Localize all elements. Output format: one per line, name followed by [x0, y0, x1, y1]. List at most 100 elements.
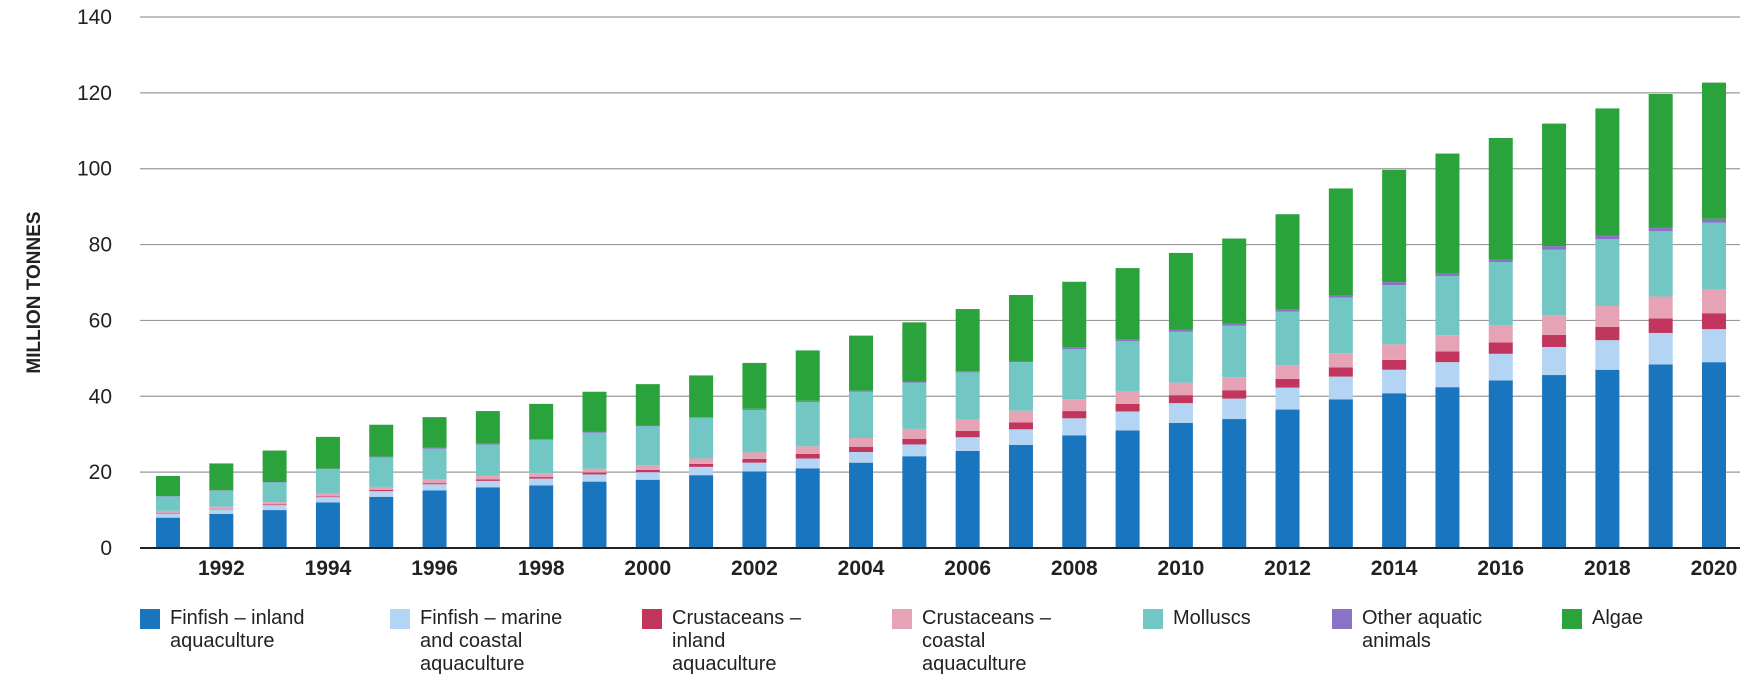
- bar-segment: [1435, 153, 1460, 274]
- bar-segment: [955, 450, 980, 548]
- legend-label: Finfish – marine and coastal aquaculture: [420, 607, 563, 675]
- bar-segment: [795, 446, 820, 454]
- bar-segment: [955, 437, 980, 451]
- bar-segment: [1328, 295, 1353, 298]
- bar-segment: [849, 335, 874, 391]
- y-tick-label: 120: [77, 82, 112, 105]
- bar-segment: [1648, 318, 1673, 333]
- bar-segment: [1488, 324, 1513, 343]
- bar-segment: [475, 443, 500, 445]
- gridlines: [140, 16, 1740, 473]
- bar-segment: [1062, 281, 1087, 348]
- bar-segment: [1595, 239, 1620, 307]
- bar-segment: [635, 469, 660, 473]
- bar-segment: [635, 384, 660, 426]
- bar-segment: [1008, 429, 1033, 445]
- bar-segment: [1222, 325, 1247, 378]
- legend-label: Algae: [1592, 607, 1644, 629]
- bar-segment: [955, 430, 980, 438]
- bar-segment: [1275, 387, 1300, 410]
- bar-segment: [1488, 262, 1513, 325]
- bar-segment: [1115, 403, 1140, 412]
- bar-segment: [1542, 375, 1567, 548]
- bar-segment: [689, 417, 714, 459]
- legend-label: Crustaceans – coastal aquaculture: [922, 607, 1051, 675]
- bar-segment: [849, 438, 874, 447]
- legend-item: Crustaceans – coastal aquaculture: [892, 607, 1122, 676]
- bar-segment: [369, 489, 394, 492]
- bar-segment: [1168, 331, 1193, 383]
- x-tick-label: 2000: [624, 557, 671, 580]
- bar-segment: [902, 428, 927, 439]
- y-tick-label: 40: [89, 385, 112, 408]
- bar-segment: [689, 417, 714, 418]
- bar-segment: [1542, 246, 1567, 250]
- legend-swatch: [642, 609, 662, 629]
- bar-segment: [1542, 315, 1567, 335]
- bar-segment: [1222, 238, 1247, 324]
- y-tick-label: 60: [89, 309, 112, 332]
- bar-segment: [1382, 359, 1407, 370]
- bar-segment: [1542, 346, 1567, 376]
- bar-segment: [1275, 309, 1300, 312]
- bar-segment: [955, 309, 980, 372]
- bar-segment: [1168, 395, 1193, 404]
- y-tick-label: 20: [89, 461, 112, 484]
- bar-segment: [1435, 276, 1460, 336]
- x-tick-label: 2010: [1158, 557, 1205, 580]
- y-tick-label: 0: [100, 537, 112, 560]
- bar-segment: [1542, 123, 1567, 247]
- y-tick-label: 100: [77, 158, 112, 181]
- bar-segment: [689, 463, 714, 467]
- bar-segment: [475, 479, 500, 481]
- bar-segment: [1542, 334, 1567, 347]
- bar-segment: [422, 447, 447, 449]
- bar-segment: [1222, 323, 1247, 326]
- x-tick-label: 2016: [1477, 557, 1524, 580]
- bar-segment: [209, 490, 234, 507]
- legend-item: Molluscs: [1143, 607, 1373, 630]
- bar-segment: [1648, 93, 1673, 228]
- bar-segment: [582, 432, 607, 469]
- x-tick-label: 2004: [838, 557, 885, 580]
- bar-segment: [955, 419, 980, 431]
- legend-swatch: [892, 609, 912, 629]
- bar-segment: [475, 487, 500, 548]
- bar-segment: [902, 322, 927, 382]
- legend-label: Crustaceans – inland aquaculture: [672, 607, 801, 675]
- bar-segment: [1168, 252, 1193, 330]
- bar-segment: [315, 493, 340, 497]
- bar-segment: [262, 504, 287, 506]
- bar-segment: [582, 468, 607, 473]
- bar-segment: [369, 486, 394, 490]
- bar-segment: [849, 462, 874, 548]
- bar-segment: [369, 491, 394, 497]
- bar-segment: [1702, 313, 1726, 330]
- bar-segment: [582, 431, 607, 433]
- bar-segment: [742, 408, 767, 410]
- bar-segment: [955, 371, 980, 373]
- bar-segment: [1595, 306, 1620, 327]
- bar-segment: [795, 350, 820, 401]
- bar-segment: [1702, 218, 1726, 223]
- bar-segment: [1115, 411, 1140, 431]
- bar-segment: [742, 458, 767, 463]
- bar-segment: [315, 497, 340, 503]
- bar-segment: [582, 391, 607, 432]
- bar-segment: [422, 490, 447, 548]
- bar-segment: [1595, 235, 1620, 240]
- bar-segment: [689, 466, 714, 476]
- legend-item: Other aquatic animals: [1332, 607, 1562, 653]
- bar-segment: [902, 382, 927, 429]
- bar-segment: [529, 477, 554, 479]
- bar-segment: [422, 448, 447, 480]
- bar-segment: [209, 513, 234, 548]
- legend-swatch: [140, 609, 160, 629]
- x-axis-ticks: 1992 1994 1996 1998 2000 2002 2004 2006 2008 2010…: [198, 557, 1737, 580]
- bar-segment: [1382, 393, 1407, 548]
- bar-segment: [156, 475, 180, 497]
- bar-segment: [1008, 410, 1033, 423]
- bar-segment: [795, 400, 820, 402]
- bar-segment: [422, 479, 447, 484]
- bar-segment: [689, 475, 714, 548]
